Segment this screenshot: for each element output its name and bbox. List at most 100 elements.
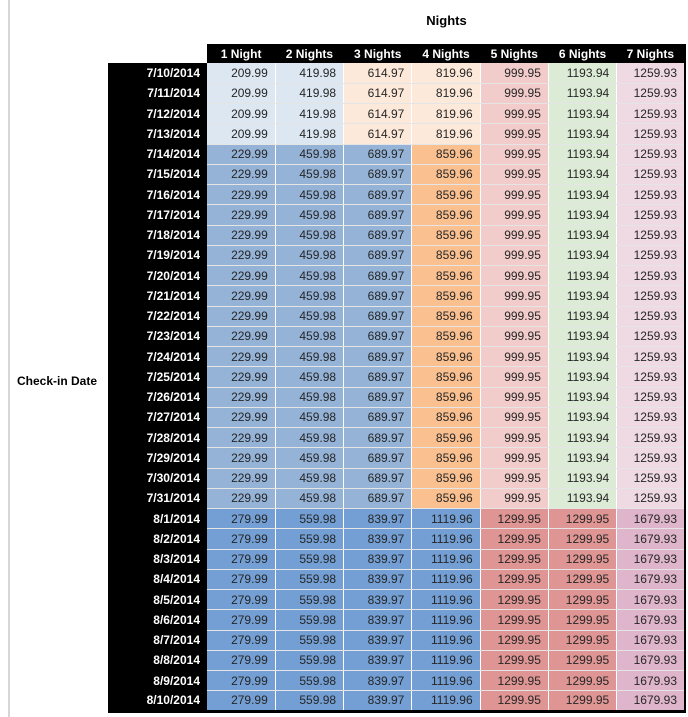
price-cell[interactable]: 1193.94 [548, 103, 618, 125]
price-cell[interactable]: 279.99 [207, 609, 276, 631]
price-cell[interactable]: 459.98 [275, 245, 345, 267]
price-cell[interactable]: 859.96 [411, 366, 481, 388]
price-cell[interactable]: 1679.93 [616, 569, 685, 591]
price-cell[interactable]: 859.96 [411, 245, 481, 267]
price-cell[interactable]: 819.96 [411, 123, 481, 145]
price-cell[interactable]: 689.97 [343, 387, 413, 408]
row-header-date[interactable]: 7/28/2014 [108, 427, 207, 448]
price-cell[interactable]: 1119.96 [411, 630, 481, 651]
price-cell[interactable]: 1193.94 [548, 326, 618, 348]
price-cell[interactable]: 859.96 [411, 326, 481, 348]
price-cell[interactable]: 459.98 [275, 447, 345, 469]
price-cell[interactable]: 279.99 [207, 630, 276, 651]
price-cell[interactable]: 1119.96 [411, 589, 481, 611]
price-cell[interactable]: 1193.94 [548, 63, 618, 84]
price-cell[interactable]: 859.96 [411, 447, 481, 469]
price-cell[interactable]: 459.98 [275, 387, 345, 408]
price-cell[interactable]: 1259.93 [616, 245, 685, 267]
price-cell[interactable]: 859.96 [411, 204, 481, 226]
price-cell[interactable]: 459.98 [275, 144, 345, 165]
price-cell[interactable]: 229.99 [207, 306, 276, 327]
price-cell[interactable]: 1299.95 [480, 528, 549, 550]
price-cell[interactable]: 1259.93 [616, 447, 685, 469]
price-cell[interactable]: 1119.96 [411, 650, 481, 672]
row-header-date[interactable]: 7/11/2014 [108, 83, 207, 104]
column-header[interactable]: 6 Nights [548, 44, 617, 63]
price-cell[interactable]: 1299.95 [480, 569, 549, 591]
price-cell[interactable]: 229.99 [207, 326, 276, 348]
row-header-date[interactable]: 7/13/2014 [108, 123, 207, 144]
price-cell[interactable]: 839.97 [343, 670, 413, 692]
price-cell[interactable]: 859.96 [411, 184, 481, 206]
row-header-date[interactable]: 7/23/2014 [108, 326, 207, 347]
row-header-date[interactable]: 7/29/2014 [108, 447, 207, 468]
price-cell[interactable]: 1299.95 [480, 630, 549, 651]
price-cell[interactable]: 419.98 [275, 103, 345, 125]
price-cell[interactable]: 689.97 [343, 447, 413, 469]
price-cell[interactable]: 1259.93 [616, 387, 685, 408]
price-cell[interactable]: 1299.95 [480, 670, 549, 692]
price-cell[interactable]: 1259.93 [616, 83, 685, 105]
price-cell[interactable]: 614.97 [343, 63, 413, 84]
price-cell[interactable]: 859.96 [411, 427, 481, 449]
price-cell[interactable]: 1679.93 [616, 508, 685, 530]
row-header-date[interactable]: 8/10/2014 [108, 690, 207, 711]
price-cell[interactable]: 229.99 [207, 488, 276, 510]
price-cell[interactable]: 614.97 [343, 83, 413, 105]
price-cell[interactable]: 689.97 [343, 366, 413, 388]
price-cell[interactable]: 1193.94 [548, 427, 618, 449]
price-cell[interactable]: 1193.94 [548, 447, 618, 469]
price-cell[interactable]: 859.96 [411, 468, 481, 489]
price-cell[interactable]: 689.97 [343, 225, 413, 246]
price-cell[interactable]: 229.99 [207, 468, 276, 489]
price-cell[interactable]: 229.99 [207, 427, 276, 449]
price-cell[interactable]: 1259.93 [616, 326, 685, 348]
price-cell[interactable]: 1259.93 [616, 144, 685, 165]
price-cell[interactable]: 1299.95 [480, 508, 549, 530]
price-cell[interactable]: 1259.93 [616, 488, 685, 510]
price-cell[interactable]: 1259.93 [616, 346, 685, 368]
price-cell[interactable]: 1193.94 [548, 346, 618, 368]
price-cell[interactable]: 1259.93 [616, 366, 685, 388]
price-cell[interactable]: 1259.93 [616, 427, 685, 449]
column-header[interactable]: 2 Nights [275, 44, 344, 63]
price-cell[interactable]: 229.99 [207, 164, 276, 186]
price-cell[interactable]: 1299.95 [480, 650, 549, 672]
row-header-date[interactable]: 8/4/2014 [108, 569, 207, 590]
price-cell[interactable]: 459.98 [275, 164, 345, 186]
price-cell[interactable]: 999.95 [480, 63, 549, 84]
price-cell[interactable]: 1259.93 [616, 225, 685, 246]
row-header-date[interactable]: 7/18/2014 [108, 225, 207, 246]
price-cell[interactable]: 999.95 [480, 204, 549, 226]
price-cell[interactable]: 689.97 [343, 204, 413, 226]
price-cell[interactable]: 1193.94 [548, 285, 618, 307]
row-header-date[interactable]: 8/6/2014 [108, 609, 207, 630]
price-cell[interactable]: 859.96 [411, 144, 481, 165]
price-cell[interactable]: 999.95 [480, 184, 549, 206]
price-cell[interactable]: 459.98 [275, 407, 345, 429]
price-cell[interactable]: 559.98 [275, 670, 345, 692]
price-cell[interactable]: 459.98 [275, 366, 345, 388]
price-cell[interactable]: 999.95 [480, 346, 549, 368]
price-cell[interactable]: 999.95 [480, 447, 549, 469]
price-cell[interactable]: 999.95 [480, 83, 549, 105]
price-cell[interactable]: 279.99 [207, 650, 276, 672]
column-header[interactable]: 5 Nights [480, 44, 549, 63]
price-cell[interactable]: 999.95 [480, 407, 549, 429]
price-cell[interactable]: 999.95 [480, 387, 549, 408]
row-header-date[interactable]: 7/10/2014 [108, 63, 207, 84]
price-cell[interactable]: 689.97 [343, 245, 413, 267]
price-cell[interactable]: 1259.93 [616, 306, 685, 327]
price-cell[interactable]: 1193.94 [548, 184, 618, 206]
price-cell[interactable]: 229.99 [207, 387, 276, 408]
row-header-date[interactable]: 7/31/2014 [108, 488, 207, 509]
price-cell[interactable]: 859.96 [411, 225, 481, 246]
price-cell[interactable]: 1679.93 [616, 528, 685, 550]
price-cell[interactable]: 819.96 [411, 103, 481, 125]
price-cell[interactable]: 229.99 [207, 285, 276, 307]
price-cell[interactable]: 279.99 [207, 549, 276, 570]
price-cell[interactable]: 1119.96 [411, 569, 481, 591]
row-header-date[interactable]: 7/14/2014 [108, 144, 207, 165]
price-cell[interactable]: 1679.93 [616, 670, 685, 692]
price-cell[interactable]: 229.99 [207, 447, 276, 469]
